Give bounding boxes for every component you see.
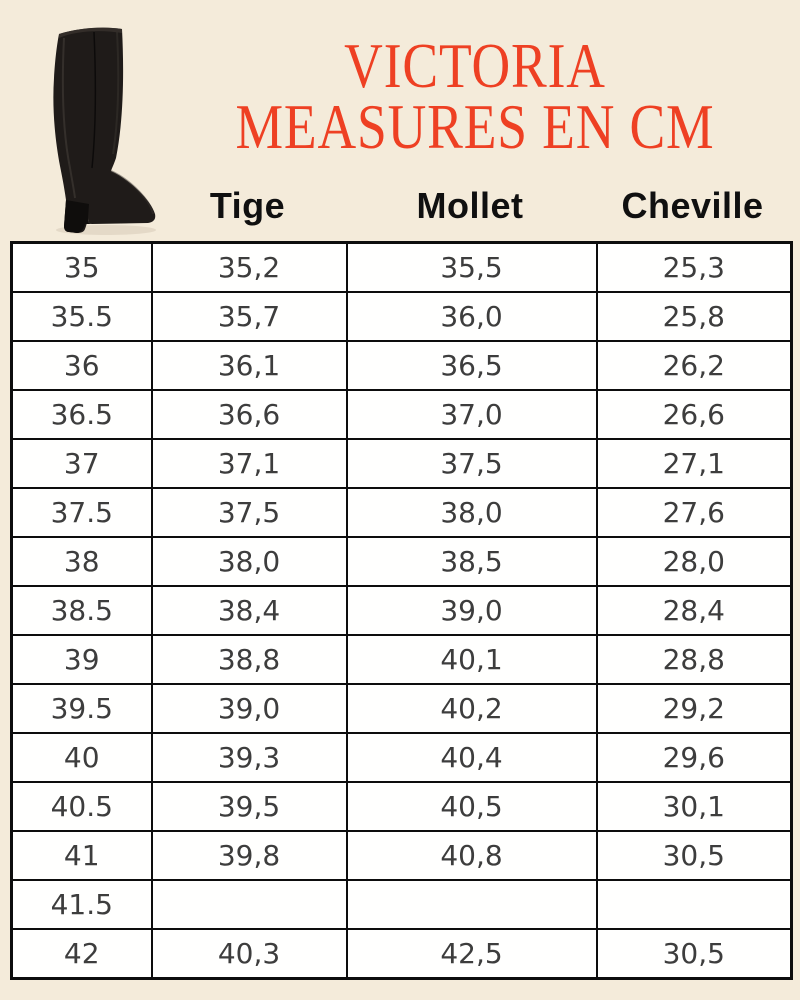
size-cell: 38.5 xyxy=(10,584,153,636)
cheville-cell: 28,4 xyxy=(595,584,793,636)
table-row: 41.5 xyxy=(10,878,793,930)
mollet-cell: 36,5 xyxy=(345,340,598,392)
column-headers: Tige Mollet Cheville xyxy=(10,178,790,234)
table-row: 36 36,1 36,5 26,2 xyxy=(10,340,793,392)
tige-cell: 39,0 xyxy=(150,682,348,734)
size-table: 35 35,2 35,5 25,3 35.5 35,7 36,0 25,8 36 36,1 36,5… xyxy=(10,241,793,980)
column-header-tige: Tige xyxy=(209,185,286,226)
size-cell: 37.5 xyxy=(10,487,153,539)
mollet-cell: 35,5 xyxy=(345,241,598,294)
size-cell: 39 xyxy=(10,633,153,685)
cheville-cell: 27,1 xyxy=(595,438,793,490)
tige-cell: 36,1 xyxy=(150,340,348,392)
table-row: 35 35,2 35,5 25,3 xyxy=(10,241,793,294)
table-row: 39 38,8 40,1 28,8 xyxy=(10,633,793,685)
cheville-cell xyxy=(595,878,793,930)
cheville-cell: 30,5 xyxy=(595,927,793,980)
size-cell: 35 xyxy=(10,241,153,294)
tige-cell: 39,3 xyxy=(150,731,348,783)
cheville-cell: 29,2 xyxy=(595,682,793,734)
table-row: 40 39,3 40,4 29,6 xyxy=(10,731,793,783)
size-cell: 37 xyxy=(10,438,153,490)
tige-cell: 39,8 xyxy=(150,829,348,881)
tige-cell: 37,5 xyxy=(150,487,348,539)
size-cell: 35.5 xyxy=(10,291,153,343)
table-row: 38 38,0 38,5 28,0 xyxy=(10,536,793,587)
table-row: 37 37,1 37,5 27,1 xyxy=(10,438,793,490)
mollet-cell: 40,1 xyxy=(345,633,598,685)
boot-image xyxy=(18,8,163,238)
cheville-cell: 30,1 xyxy=(595,780,793,832)
cheville-cell: 26,6 xyxy=(595,389,793,441)
column-header-mollet: Mollet xyxy=(416,185,524,226)
title-line-1: VICTORIA xyxy=(344,31,606,101)
cheville-cell: 28,8 xyxy=(595,633,793,685)
tige-cell: 40,3 xyxy=(150,927,348,980)
tige-cell: 35,2 xyxy=(150,241,348,294)
title-line-2: MEASURES EN CM xyxy=(235,92,715,162)
tige-cell: 36,6 xyxy=(150,389,348,441)
cheville-cell: 25,3 xyxy=(595,241,793,294)
mollet-cell: 40,4 xyxy=(345,731,598,783)
size-cell: 40.5 xyxy=(10,780,153,832)
mollet-cell: 42,5 xyxy=(345,927,598,980)
table-row: 36.5 36,6 37,0 26,6 xyxy=(10,389,793,441)
size-cell: 42 xyxy=(10,927,153,980)
size-cell: 38 xyxy=(10,536,153,587)
column-header-cheville: Cheville xyxy=(621,185,764,226)
size-cell: 36.5 xyxy=(10,389,153,441)
size-cell: 41.5 xyxy=(10,878,153,930)
cheville-cell: 26,2 xyxy=(595,340,793,392)
cheville-cell: 27,6 xyxy=(595,487,793,539)
size-table-body: 35 35,2 35,5 25,3 35.5 35,7 36,0 25,8 36 36,1 36,5… xyxy=(10,241,793,980)
table-row: 38.5 38,4 39,0 28,4 xyxy=(10,584,793,636)
size-cell: 39.5 xyxy=(10,682,153,734)
mollet-cell: 40,5 xyxy=(345,780,598,832)
size-cell: 36 xyxy=(10,340,153,392)
tige-cell xyxy=(150,878,348,930)
table-row: 35.5 35,7 36,0 25,8 xyxy=(10,291,793,343)
tige-cell: 37,1 xyxy=(150,438,348,490)
mollet-cell: 39,0 xyxy=(345,584,598,636)
table-row: 37.5 37,5 38,0 27,6 xyxy=(10,487,793,539)
table-row: 39.5 39,0 40,2 29,2 xyxy=(10,682,793,734)
tige-cell: 38,0 xyxy=(150,536,348,587)
black-boot-illustration xyxy=(53,27,156,235)
table-row: 41 39,8 40,8 30,5 xyxy=(10,829,793,881)
tige-cell: 35,7 xyxy=(150,291,348,343)
mollet-cell: 38,0 xyxy=(345,487,598,539)
page-title: VICTORIA MEASURES EN CM xyxy=(207,31,743,162)
mollet-cell: 40,8 xyxy=(345,829,598,881)
mollet-cell: 40,2 xyxy=(345,682,598,734)
cheville-cell: 29,6 xyxy=(595,731,793,783)
table-row: 40.5 39,5 40,5 30,1 xyxy=(10,780,793,832)
tige-cell: 38,4 xyxy=(150,584,348,636)
cheville-cell: 25,8 xyxy=(595,291,793,343)
size-cell: 41 xyxy=(10,829,153,881)
tige-cell: 38,8 xyxy=(150,633,348,685)
cheville-cell: 28,0 xyxy=(595,536,793,587)
mollet-cell: 36,0 xyxy=(345,291,598,343)
mollet-cell: 37,0 xyxy=(345,389,598,441)
mollet-cell: 37,5 xyxy=(345,438,598,490)
tige-cell: 39,5 xyxy=(150,780,348,832)
cheville-cell: 30,5 xyxy=(595,829,793,881)
size-cell: 40 xyxy=(10,731,153,783)
table-row: 42 40,3 42,5 30,5 xyxy=(10,927,793,980)
mollet-cell: 38,5 xyxy=(345,536,598,587)
mollet-cell xyxy=(345,878,598,930)
